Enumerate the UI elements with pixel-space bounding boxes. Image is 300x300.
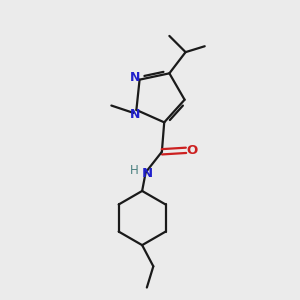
Text: N: N <box>130 109 140 122</box>
Text: H: H <box>130 164 139 176</box>
Text: O: O <box>187 144 198 157</box>
Text: N: N <box>141 167 152 180</box>
Text: N: N <box>129 71 140 84</box>
